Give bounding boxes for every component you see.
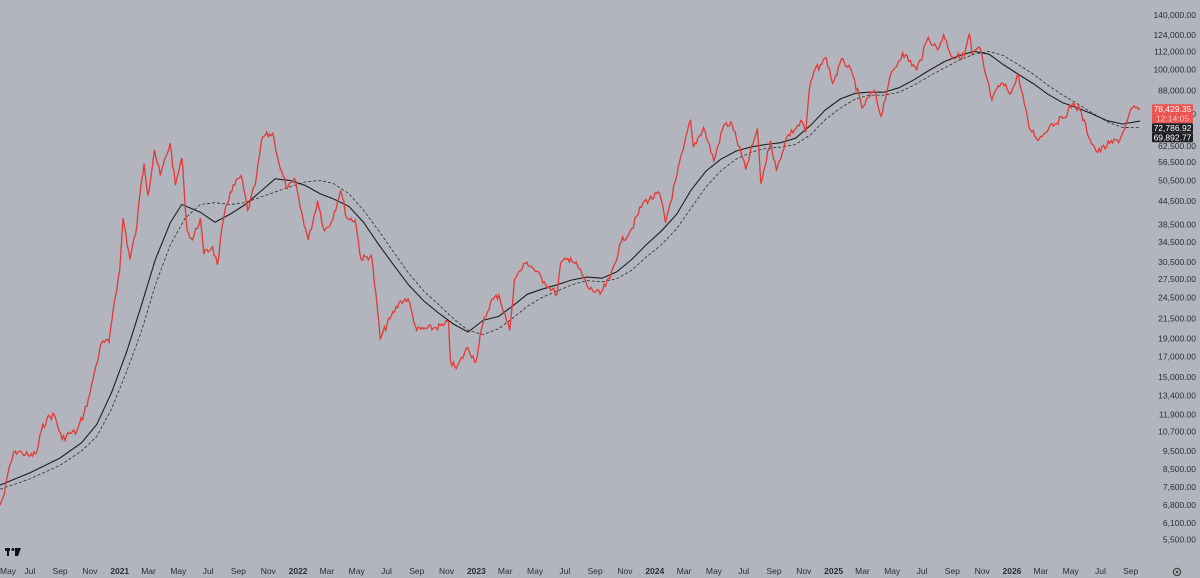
x-tick-label: May bbox=[170, 566, 187, 576]
x-tick-label: Jul bbox=[203, 566, 214, 576]
gear-icon[interactable] bbox=[1172, 567, 1182, 577]
x-tick-label: Jul bbox=[738, 566, 749, 576]
x-tick-label: Jul bbox=[1095, 566, 1106, 576]
y-tick-label: 124,000.00 bbox=[1153, 30, 1196, 40]
x-tick-label: 2025 bbox=[824, 566, 843, 576]
x-tick-label: Nov bbox=[261, 566, 277, 576]
x-tick-label: Mar bbox=[855, 566, 870, 576]
x-tick-label: Mar bbox=[677, 566, 692, 576]
dashed-moving-average-group bbox=[0, 50, 1141, 490]
x-tick-label: 2022 bbox=[289, 566, 308, 576]
y-tick-label: 24,500.00 bbox=[1158, 293, 1196, 303]
x-tick-label: Nov bbox=[439, 566, 455, 576]
x-tick-label: Jul bbox=[559, 566, 570, 576]
y-tick-label: 112,000.00 bbox=[1154, 46, 1196, 56]
price-line bbox=[0, 32, 1141, 506]
y-tick-label: 7,600.00 bbox=[1163, 482, 1196, 492]
candle-countdown-label: 12:14:05 bbox=[1156, 113, 1189, 123]
y-tick-label: 21,500.00 bbox=[1158, 314, 1196, 324]
y-tick-label: 62,500.00 bbox=[1158, 141, 1196, 151]
x-tick-label: Sep bbox=[231, 566, 246, 576]
y-tick-label: 6,100.00 bbox=[1163, 518, 1196, 528]
y-tick-label: 15,000.00 bbox=[1158, 372, 1196, 382]
x-tick-label: May bbox=[706, 566, 723, 576]
x-tick-label: May bbox=[527, 566, 544, 576]
y-tick-label: 50,500.00 bbox=[1158, 175, 1196, 185]
x-tick-label: Sep bbox=[588, 566, 603, 576]
y-tick-label: 88,000.00 bbox=[1158, 85, 1196, 95]
y-tick-label: 10,700.00 bbox=[1158, 427, 1196, 437]
price-tag-label: 72,786.92 bbox=[1154, 123, 1192, 133]
y-tick-label: 100,000.00 bbox=[1153, 65, 1196, 75]
x-tick-label: 2023 bbox=[467, 566, 486, 576]
tradingview-logo-icon[interactable]: TV bbox=[5, 547, 21, 556]
x-tick-label: May bbox=[884, 566, 901, 576]
x-tick-label: Sep bbox=[766, 566, 781, 576]
x-tick-label: Mar bbox=[498, 566, 513, 576]
y-tick-label: 11,900.00 bbox=[1159, 410, 1196, 420]
y-tick-label: 34,500.00 bbox=[1158, 237, 1196, 247]
price-tag-background bbox=[1152, 123, 1193, 133]
price-tag-background bbox=[1152, 113, 1193, 124]
y-tick-label: 13,400.00 bbox=[1158, 390, 1196, 400]
x-tick-label: Jul bbox=[24, 566, 35, 576]
y-tick-label: 17,000.00 bbox=[1158, 352, 1196, 362]
x-tick-label: Sep bbox=[945, 566, 960, 576]
moving-average-solid-line bbox=[0, 50, 1141, 486]
x-tick-label: 2021 bbox=[110, 566, 129, 576]
x-axis[interactable]: May Jul Sep Nov 2021 Mar May Jul Sep Nov 2022 Mar Ma… bbox=[0, 566, 1139, 576]
y-tick-label: 5,500.00 bbox=[1163, 535, 1196, 545]
x-tick-label: Nov bbox=[975, 566, 991, 576]
x-tick-label: Nov bbox=[617, 566, 633, 576]
x-tick-label: Mar bbox=[1033, 566, 1048, 576]
y-tick-label: 8,500.00 bbox=[1163, 464, 1196, 474]
x-tick-label: Nov bbox=[796, 566, 812, 576]
price-tag-background bbox=[1152, 132, 1193, 143]
solid-moving-average-group bbox=[0, 50, 1141, 486]
x-tick-label: Jul bbox=[917, 566, 928, 576]
y-tick-label: 9,500.00 bbox=[1163, 446, 1196, 456]
y-tick-label: 27,500.00 bbox=[1158, 274, 1196, 284]
y-tick-label: 19,000.00 bbox=[1158, 334, 1196, 344]
y-tick-label: 44,500.00 bbox=[1158, 196, 1196, 206]
price-series-group bbox=[0, 32, 1141, 506]
x-tick-label: May bbox=[0, 566, 17, 576]
price-tag-background bbox=[1152, 104, 1193, 114]
x-tick-label: May bbox=[1063, 566, 1080, 576]
x-tick-label: Nov bbox=[82, 566, 98, 576]
y-tick-label: 38,500.00 bbox=[1158, 219, 1196, 229]
x-tick-label: Mar bbox=[141, 566, 156, 576]
y-tick-label: 140,000.00 bbox=[1153, 10, 1196, 20]
y-axis[interactable]: 140,000.00 124,000.00 112,000.00 100,000.00… bbox=[1153, 10, 1196, 544]
x-tick-label: 2026 bbox=[1003, 566, 1022, 576]
x-tick-label: 2024 bbox=[645, 566, 664, 576]
x-tick-label: Mar bbox=[320, 566, 335, 576]
y-tick-label: 30,500.00 bbox=[1158, 257, 1196, 267]
x-tick-label: Sep bbox=[1123, 566, 1138, 576]
price-tag-label: 78,429.35 bbox=[1154, 104, 1192, 114]
moving-average-dashed-line bbox=[0, 50, 1141, 490]
price-tag-label: 69,892.77 bbox=[1154, 132, 1192, 142]
x-tick-label: Sep bbox=[53, 566, 68, 576]
y-tick-label: 6,800.00 bbox=[1163, 500, 1196, 510]
y-tick-label: 56,500.00 bbox=[1158, 157, 1196, 167]
x-tick-label: May bbox=[349, 566, 366, 576]
x-tick-label: Sep bbox=[409, 566, 424, 576]
x-tick-label: Jul bbox=[381, 566, 392, 576]
